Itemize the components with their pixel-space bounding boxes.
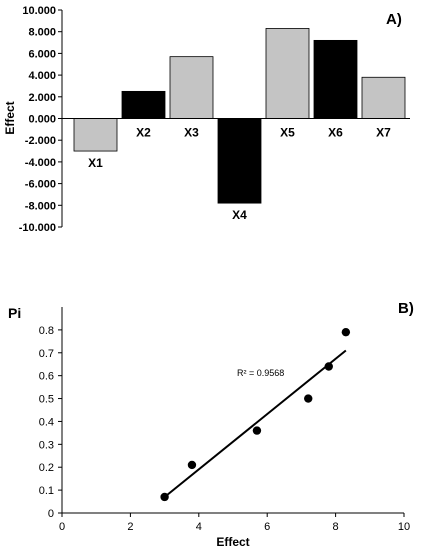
bar-x2 (121, 90, 166, 119)
bar-x5 (265, 28, 310, 119)
y-tick-label: 2.000 (28, 92, 56, 104)
y-axis-label: Pi (8, 305, 21, 321)
y-tick-label: 0.6 (39, 371, 54, 383)
y-tick-label: -10.000 (19, 222, 56, 234)
y-axis-label: Effect (3, 101, 17, 134)
y-axis-ticks: -10.000 -8.000 -6.000 -4.000 -2.000 0.000 2.00… (19, 5, 62, 234)
category-labels: X1 X2 X3 X4 X5 X6 X7 (88, 126, 391, 223)
panel-b-scatter-chart: 0 0.1 0.2 0.3 0.4 0.5 0.6 0.7 0.8 0 2 4 6 8 10 R² = 0… (8, 300, 414, 549)
y-tick-label: -4.000 (25, 157, 56, 169)
category-label: X2 (136, 126, 151, 140)
y-tick-label: 6.000 (28, 48, 56, 60)
x-tick-label: 6 (264, 521, 270, 533)
x-axis-label: Effect (216, 535, 249, 549)
bar-x4 (217, 118, 262, 204)
y-tick-label: -2.000 (25, 135, 56, 147)
y-tick-label: 0.4 (39, 416, 54, 428)
y-tick-label: 0.8 (39, 325, 54, 337)
x-tick-label: 8 (333, 521, 339, 533)
x-tick-label: 0 (59, 521, 65, 533)
scatter-points (160, 327, 351, 502)
y-tick-label: 0 (48, 508, 54, 520)
category-label: X1 (88, 156, 103, 170)
y-tick-label: 0.7 (39, 348, 54, 360)
x-tick-label: 4 (196, 521, 202, 533)
y-tick-label: 4.000 (28, 70, 56, 82)
category-label: X4 (232, 208, 247, 222)
x-tick-label: 2 (127, 521, 133, 533)
x-axis-ticks: 0 2 4 6 8 10 (59, 513, 410, 533)
bar-x7 (361, 76, 406, 119)
y-tick-label: 0.000 (28, 114, 56, 126)
y-tick-label: 10.000 (22, 5, 56, 17)
y-tick-label: -6.000 (25, 179, 56, 191)
y-tick-label: 0.5 (39, 394, 54, 406)
y-tick-label: 0.3 (39, 439, 54, 451)
scatter-point (187, 460, 197, 470)
bar-x1 (73, 118, 118, 152)
scatter-point (160, 492, 169, 502)
scatter-point (304, 394, 313, 403)
trendline (163, 349, 347, 498)
y-tick-label: 0.2 (39, 462, 54, 474)
panel-label-a: A) (386, 11, 402, 28)
scatter-point (341, 327, 351, 337)
y-tick-label: 8.000 (28, 27, 56, 39)
category-label: X5 (280, 126, 295, 140)
y-tick-label: -8.000 (25, 200, 56, 212)
scatter-point (324, 362, 333, 371)
category-label: X6 (328, 126, 343, 140)
bar-series (73, 28, 406, 204)
category-label: X3 (184, 126, 199, 140)
panel-label-b: B) (398, 300, 414, 317)
r-squared-annotation: R² = 0.9568 (237, 368, 284, 378)
y-axis-ticks: 0 0.1 0.2 0.3 0.4 0.5 0.6 0.7 0.8 (39, 325, 62, 520)
y-tick-label: 0.1 (39, 485, 54, 497)
bar-x6 (313, 39, 358, 119)
x-tick-label: 10 (398, 521, 410, 533)
bar-x3 (169, 56, 214, 119)
category-label: X7 (376, 126, 391, 140)
panel-a-bar-chart: -10.000 -8.000 -6.000 -4.000 -2.000 0.000 2.00… (3, 5, 410, 234)
scatter-point (252, 426, 262, 435)
